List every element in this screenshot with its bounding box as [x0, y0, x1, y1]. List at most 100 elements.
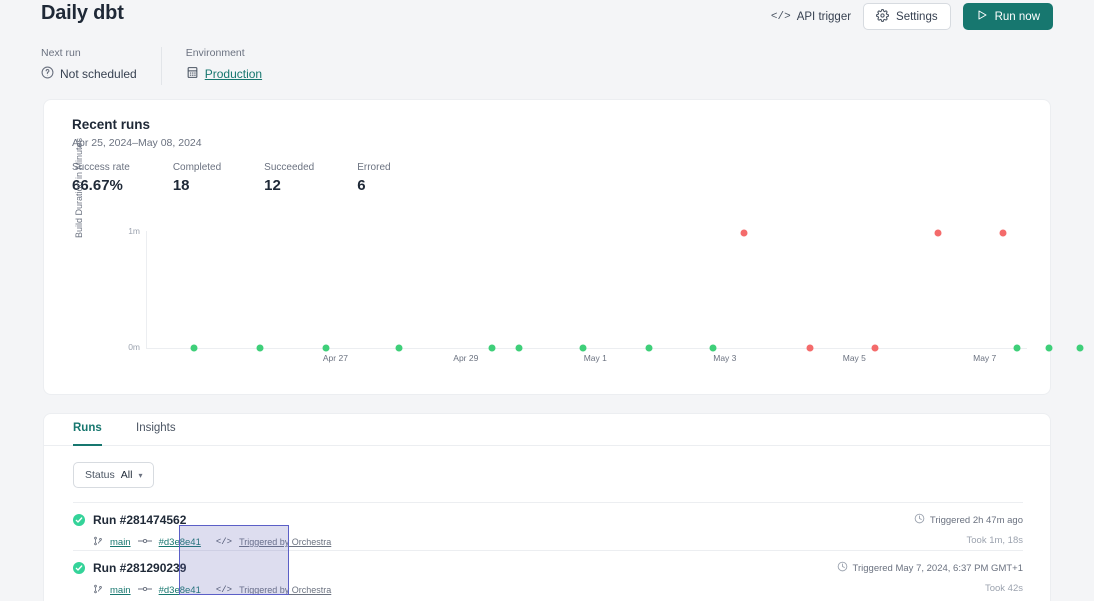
chart-point-errored[interactable]: [934, 229, 942, 237]
page-header: Daily dbt </> API trigger Settings: [0, 0, 1094, 92]
environment-label: Environment: [185, 47, 245, 59]
next-run-label: Next run: [41, 47, 81, 59]
chart-x-tick: May 7: [973, 353, 997, 363]
chart-point-errored[interactable]: [871, 344, 879, 352]
triggered-text: Triggered 2h 47m ago: [929, 514, 1023, 526]
next-run-block: Next run Not scheduled: [41, 47, 137, 82]
chart-point-succeeded[interactable]: [579, 344, 587, 352]
chevron-down-icon: ▾: [138, 470, 143, 480]
chart-y-tick-min: 0m: [128, 342, 140, 352]
code-icon: </>: [215, 585, 233, 595]
run-now-button[interactable]: Run now: [962, 3, 1053, 30]
recent-runs-date-range: Apr 25, 2024–May 08, 2024: [72, 137, 202, 149]
commit-link[interactable]: #d3e8e41: [158, 584, 201, 596]
server-icon: [186, 66, 199, 82]
chart-point-succeeded[interactable]: [395, 344, 403, 352]
chart-x-tick: May 3: [713, 353, 737, 363]
run-head: Run #281290239: [73, 561, 331, 575]
took-text: Took 1m, 18s: [966, 535, 1024, 546]
run-main: Run #281474562 main #d3e8e41 </> Tr: [73, 513, 331, 551]
chart-point-succeeded[interactable]: [190, 344, 198, 352]
triggered-line: Triggered 2h 47m ago: [914, 513, 1023, 527]
triggered-line: Triggered May 7, 2024, 6:37 PM GMT+1: [837, 561, 1023, 575]
commit-link[interactable]: #d3e8e41: [158, 536, 201, 548]
environment-link[interactable]: Production: [204, 67, 263, 81]
stat-errored: Errored 6: [357, 162, 390, 194]
runs-list: Run #281474562 main #d3e8e41 </> Tr: [73, 502, 1023, 598]
chart-point-succeeded[interactable]: [322, 344, 330, 352]
run-sub: main #d3e8e41 </> Triggered by Orchestra: [73, 581, 331, 599]
chart-y-tick-max: 1m: [128, 226, 140, 236]
stat-value: 66.67%: [72, 177, 123, 194]
chart-point-errored[interactable]: [806, 344, 814, 352]
run-name: Run #281290239: [93, 561, 187, 575]
chart-point-succeeded[interactable]: [1013, 344, 1021, 352]
chart-point-succeeded[interactable]: [645, 344, 653, 352]
run-now-label: Run now: [994, 10, 1040, 23]
header-actions: </> API trigger Settings Run: [771, 3, 1053, 30]
stat-completed: Completed 18: [173, 162, 221, 194]
chart-point-succeeded[interactable]: [515, 344, 523, 352]
table-row[interactable]: Run #281290239 main #d3e8e41 </> Tr: [73, 550, 1023, 598]
runs-card: Runs Insights Status All ▾ Run #28147456…: [43, 413, 1051, 601]
stat-succeeded: Succeeded 12: [264, 162, 314, 194]
runs-tabs: Runs Insights: [44, 414, 1050, 446]
triggered-text: Triggered May 7, 2024, 6:37 PM GMT+1: [852, 562, 1023, 574]
api-trigger-button[interactable]: </> API trigger: [771, 11, 851, 23]
run-name: Run #281474562: [93, 513, 187, 527]
status-filter-label: Status: [85, 469, 115, 481]
stat-value: 18: [172, 177, 190, 194]
run-main: Run #281290239 main #d3e8e41 </> Tr: [73, 561, 331, 599]
commit-icon: [137, 533, 153, 551]
recent-runs-card: Recent runs Apr 25, 2024–May 08, 2024 Su…: [43, 99, 1084, 395]
branch-link[interactable]: main: [110, 584, 131, 596]
status-badge: [73, 562, 85, 574]
chart-x-tick: Apr 29: [453, 353, 479, 363]
stat-success-rate: Success rate 66.67%: [72, 162, 130, 194]
gear-icon: [876, 8, 890, 25]
chart-point-errored[interactable]: [999, 229, 1007, 237]
clock-icon: [837, 561, 848, 575]
stat-label: Errored: [357, 162, 391, 173]
status-badge: [73, 514, 85, 526]
chart-point-errored[interactable]: [740, 229, 748, 237]
chart-point-succeeded[interactable]: [1045, 344, 1053, 352]
environment-block: Environment P: [160, 47, 262, 85]
stat-label: Succeeded: [264, 162, 315, 173]
settings-label: Settings: [896, 10, 938, 23]
stat-label: Completed: [172, 162, 222, 173]
clock-icon: [914, 513, 925, 527]
chart-x-tick: Apr 27: [322, 353, 348, 363]
chart-point-succeeded[interactable]: [256, 344, 264, 352]
stat-value: 12: [264, 177, 281, 194]
environment-value-row: Production: [186, 66, 262, 82]
chart-plot-area: [146, 229, 1084, 352]
trigger-source-label[interactable]: Triggered by Orchestra: [239, 537, 332, 547]
branch-link[interactable]: main: [110, 536, 131, 548]
stat-label: Success rate: [72, 162, 130, 173]
tab-insights[interactable]: Insights: [136, 422, 176, 434]
tab-runs[interactable]: Runs: [73, 422, 102, 446]
chart-x-tick: May 5: [842, 353, 866, 363]
play-icon: [976, 9, 988, 24]
trigger-source-label[interactable]: Triggered by Orchestra: [239, 585, 332, 595]
chart-point-succeeded[interactable]: [488, 344, 496, 352]
chart-x-tick: May 1: [583, 353, 607, 363]
took-text: Took 42s: [984, 583, 1023, 594]
api-trigger-label: API trigger: [796, 10, 852, 23]
branch-icon: [93, 533, 103, 551]
recent-runs-stats: Success rate 66.67% Completed 18 Succeeded 12…: [72, 162, 434, 194]
build-duration-chart: Build Duration in Minutes 1m 0m Apr 27 Ap…: [72, 138, 1084, 372]
chart-point-succeeded[interactable]: [709, 344, 717, 352]
status-filter-dropdown[interactable]: Status All ▾: [73, 462, 155, 488]
stat-value: 6: [357, 177, 366, 194]
next-run-value-row: Not scheduled: [41, 66, 137, 82]
run-right: Triggered 2h 47m ago Took 1m, 18s: [914, 513, 1023, 546]
settings-button[interactable]: Settings: [863, 3, 951, 30]
clock-question-icon: [41, 66, 54, 82]
branch-icon: [93, 581, 103, 599]
code-icon: </>: [215, 537, 233, 547]
code-icon: </>: [770, 10, 791, 23]
table-row[interactable]: Run #281474562 main #d3e8e41 </> Tr: [73, 502, 1023, 550]
chart-point-succeeded[interactable]: [1076, 344, 1084, 352]
